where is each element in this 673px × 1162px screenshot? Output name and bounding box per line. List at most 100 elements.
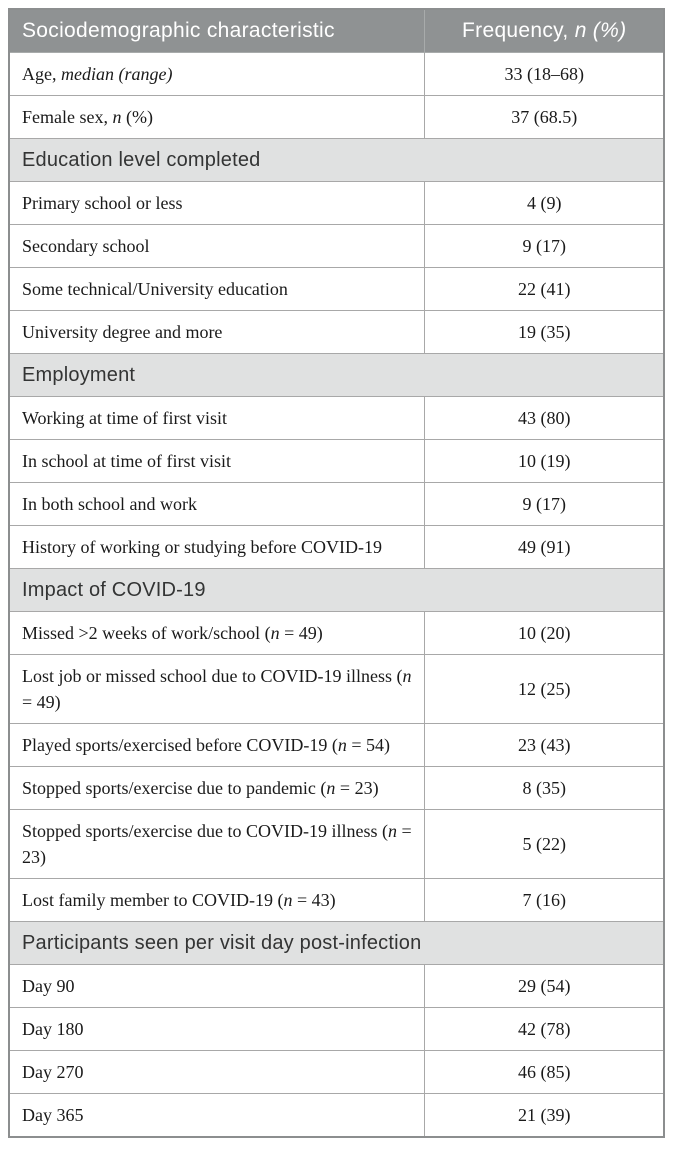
table-row: Lost job or missed school due to COVID-1… [8,654,665,724]
row-label-segment: In school at time of first visit [22,451,231,471]
row-value: 22 (41) [424,267,665,311]
header-characteristic: Sociodemographic characteristic [8,8,426,53]
row-label-segment: (%) [121,107,153,127]
row-label-segment: Day 90 [22,976,75,996]
row-label-segment: Working at time of first visit [22,408,228,428]
row-label: Day 180 [8,1007,426,1051]
table-header: Sociodemographic characteristic Frequenc… [8,8,665,53]
row-value: 8 (35) [424,766,665,810]
row-label-segment: Female sex, [22,107,113,127]
row-value: 49 (91) [424,525,665,569]
table-row: Age, median (range) 33 (18–68) [8,52,665,96]
row-label: Primary school or less [8,181,426,225]
row-label-segment: = 49) [22,692,61,712]
row-label: Lost family member to COVID-19 (n = 43) [8,878,426,922]
row-value: 42 (78) [424,1007,665,1051]
row-label-segment: = 49) [279,623,323,643]
table-row: Day 90 29 (54) [8,964,665,1008]
row-label: University degree and more [8,310,426,354]
row-label-segment: Missed >2 weeks of work/school ( [22,623,271,643]
table-row: Played sports/exercised before COVID-19 … [8,723,665,767]
row-label-segment: = 23) [335,778,379,798]
row-label-segment: = 54) [346,735,391,755]
row-label: Played sports/exercised before COVID-19 … [8,723,426,767]
table-row: Stopped sports/exercise due to COVID-19 … [8,809,665,879]
table-row: History of working or studying before CO… [8,525,665,569]
row-label-segment: Some technical/University education [22,279,288,299]
row-label: Working at time of first visit [8,396,426,440]
row-label: In school at time of first visit [8,439,426,483]
table-row: Missed >2 weeks of work/school (n = 49) 1… [8,611,665,655]
row-label: Day 90 [8,964,426,1008]
row-label-italic-segment: n [270,623,280,643]
table-row: Day 270 46 (85) [8,1050,665,1094]
row-label-italic-segment: n [326,778,336,798]
row-value: 4 (9) [424,181,665,225]
section-header-row: Impact of COVID-19 [8,568,665,612]
row-label-italic-segment: n [337,735,347,755]
row-label-segment: Primary school or less [22,193,183,213]
table-row: Working at time of first visit 43 (80) [8,396,665,440]
row-label-segment: Lost family member to COVID-19 ( [22,890,284,910]
row-label: History of working or studying before CO… [8,525,426,569]
row-label: Secondary school [8,224,426,268]
row-label-segment: Stopped sports/exercise due to pandemic … [22,778,327,798]
table-row: Some technical/University education 22 (4… [8,267,665,311]
section-title: Participants seen per visit day post-inf… [8,921,665,965]
section-title: Education level completed [8,138,665,182]
row-label-italic-segment: n [112,107,122,127]
row-label: Female sex, n (%) [8,95,426,139]
row-label-segment: Secondary school [22,236,150,256]
row-value: 12 (25) [424,654,665,724]
table-row: Primary school or less 4 (9) [8,181,665,225]
row-label: Day 365 [8,1093,426,1138]
section-header-row: Education level completed [8,138,665,182]
table-row: University degree and more 19 (35) [8,310,665,354]
row-label-segment: Day 180 [22,1019,84,1039]
table-row: In both school and work 9 (17) [8,482,665,526]
row-label-segment: Age, [22,64,61,84]
row-value: 10 (19) [424,439,665,483]
row-label-segment: = 23) [22,821,412,867]
row-label: Some technical/University education [8,267,426,311]
header-frequency-prefix: Frequency, [462,19,575,42]
row-label-segment: History of working or studying before CO… [22,537,382,557]
table-body: Age, median (range) 33 (18–68) Female sex,… [8,52,665,1138]
section-header-row: Participants seen per visit day post-inf… [8,921,665,965]
row-value: 5 (22) [424,809,665,879]
row-label: Stopped sports/exercise due to COVID-19 … [8,809,426,879]
table-row: Day 180 42 (78) [8,1007,665,1051]
row-value: 23 (43) [424,723,665,767]
row-label: Age, median (range) [8,52,426,96]
table-row: Stopped sports/exercise due to pandemic … [8,766,665,810]
row-label: Stopped sports/exercise due to pandemic … [8,766,426,810]
row-value: 21 (39) [424,1093,665,1138]
row-value: 37 (68.5) [424,95,665,139]
header-row: Sociodemographic characteristic Frequenc… [8,8,665,53]
header-frequency: Frequency, n (%) [424,8,665,53]
row-label-segment: Day 270 [22,1062,84,1082]
row-value: 33 (18–68) [424,52,665,96]
row-label-italic-segment: median (range) [61,64,173,84]
table-row: Day 365 21 (39) [8,1093,665,1138]
table-row: Female sex, n (%) 37 (68.5) [8,95,665,139]
row-label-segment: Played sports/exercised before COVID-19 … [22,735,338,755]
row-value: 9 (17) [424,224,665,268]
header-characteristic-label: Sociodemographic characteristic [22,19,335,42]
table-row: In school at time of first visit 10 (19) [8,439,665,483]
row-value: 7 (16) [424,878,665,922]
section-header-row: Employment [8,353,665,397]
sociodemographic-table: Sociodemographic characteristic Frequenc… [8,8,665,1138]
table-row: Secondary school 9 (17) [8,224,665,268]
row-label: In both school and work [8,482,426,526]
row-label-segment: Stopped sports/exercise due to COVID-19 … [22,821,388,841]
row-label-segment: Day 365 [22,1105,84,1125]
row-label-segment: Lost job or missed school due to COVID-1… [22,666,403,686]
row-value: 9 (17) [424,482,665,526]
row-label: Lost job or missed school due to COVID-1… [8,654,426,724]
section-title: Employment [8,353,665,397]
row-value: 19 (35) [424,310,665,354]
row-value: 29 (54) [424,964,665,1008]
row-label-segment: University degree and more [22,322,223,342]
